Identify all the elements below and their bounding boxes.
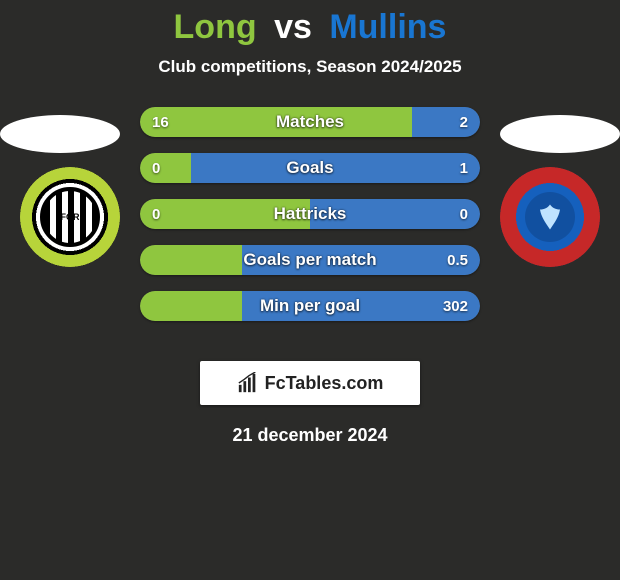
stat-value-left [140,245,164,275]
stat-row: Matches16 2 [140,107,480,137]
stat-value-left: 0 [140,199,172,229]
stat-value-left [140,291,164,321]
subtitle: Club competitions, Season 2024/2025 [0,57,620,77]
left-ellipse [0,115,120,153]
stat-value-right: 1 [448,153,480,183]
comparison-title: Long vs Mullins [0,0,620,47]
phoenix-icon [535,202,565,232]
comparison-area: FGR Matches162Goals01Hattricks00Goals pe… [0,107,620,347]
stat-value-right: 2 [448,107,480,137]
stat-label: Goals [140,153,480,183]
right-club-badge-inner [525,192,575,242]
left-club-badge-inner: FGR [40,187,100,247]
stat-label: Goals per match [140,245,480,275]
vs-separator: vs [274,8,312,46]
player2-name: Mullins [329,8,446,46]
stat-value-left: 16 [140,107,181,137]
stat-value-right: 0 [448,199,480,229]
right-club-badge [500,167,600,267]
stat-row: Hattricks0 0 [140,199,480,229]
stat-label: Hattricks [140,199,480,229]
stat-value-left: 0 [140,153,172,183]
stat-row: Min per goal302 [140,291,480,321]
brand-text: FcTables.com [265,373,384,394]
date-text: 21 december 2024 [0,425,620,446]
stat-bars: Matches162Goals01Hattricks00Goals per ma… [140,107,480,337]
player1-name: Long [174,8,257,46]
chart-icon [237,372,259,394]
stat-value-right: 302 [431,291,480,321]
stat-row: Goals0 1 [140,153,480,183]
stat-label: Matches [140,107,480,137]
stat-label: Min per goal [140,291,480,321]
right-ellipse [500,115,620,153]
stat-value-right: 0.5 [435,245,480,275]
stat-row: Goals per match0.5 [140,245,480,275]
brand-card: FcTables.com [200,361,420,405]
left-club-badge: FGR [20,167,120,267]
